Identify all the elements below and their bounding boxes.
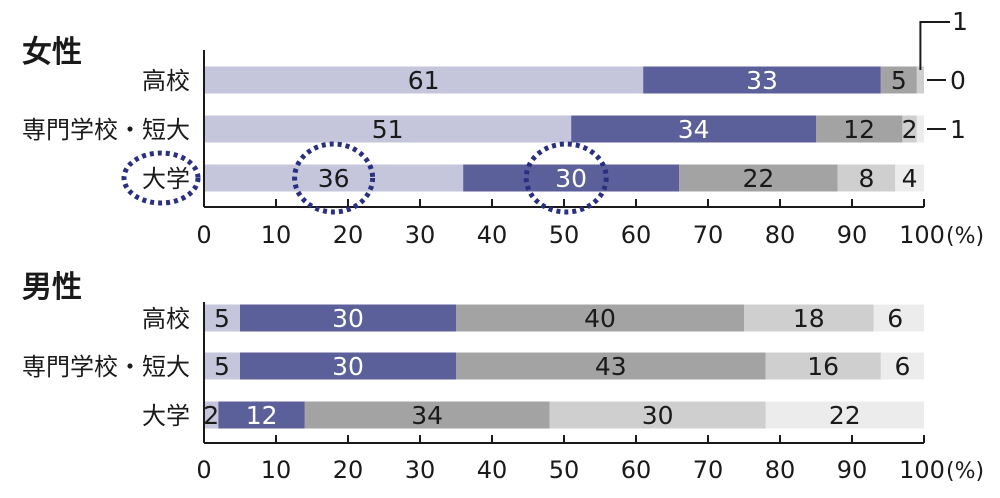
panel-1-x-tick-label: 100 — [899, 221, 945, 249]
panel-2-data-label: 30 — [332, 352, 364, 381]
panel-1-x-tick-label: 60 — [621, 221, 652, 249]
panel-2-x-tick-label: 30 — [405, 456, 436, 484]
panel-1-bar-segment-2-2 — [571, 115, 816, 143]
panel-1-data-label: 4 — [902, 164, 918, 193]
panel-2-data-label: 30 — [332, 304, 364, 333]
panel-1-data-label: 5 — [891, 66, 907, 95]
panel-1-bar-segment-3-2 — [463, 164, 680, 192]
panel-2-bar-segment-2-5 — [880, 352, 924, 380]
panel-2-data-label: 18 — [793, 304, 825, 333]
panel-2-title: 男性 — [22, 270, 82, 305]
highlight-circle-category — [121, 150, 201, 206]
panel-2-bar-segment-3-5 — [765, 401, 924, 429]
panel-2-category-label: 専門学校・短大 — [22, 353, 190, 381]
panel-2-data-label: 6 — [887, 304, 903, 333]
panel-2-data-label: 2 — [203, 401, 219, 430]
panel-1-x-tick-label: 20 — [333, 221, 364, 249]
panel-1-outside-label: 0 — [950, 66, 966, 95]
panel-1-bar-segment-2-1 — [204, 115, 572, 143]
panel-2-bar-segment-3-1 — [204, 401, 219, 429]
panel-2-bar-segment-1-1 — [204, 304, 240, 332]
panel-2-bar-segment-1-4 — [744, 304, 874, 332]
panel-1-bar-segment-2-4 — [902, 115, 917, 143]
highlight-circle-value — [292, 141, 376, 215]
panel-2-data-label: 43 — [595, 352, 627, 381]
panel-2-bar-segment-3-2 — [218, 401, 305, 429]
panel-1-bar-segment-3-3 — [679, 164, 838, 192]
panel-1-data-label: 2 — [902, 115, 918, 144]
panel-1-bar-segment-1-1 — [204, 66, 644, 94]
panel-1-x-tick-label: 90 — [837, 221, 868, 249]
panel-1-data-label: 30 — [555, 164, 587, 193]
panel-1-x-unit: (%) — [946, 224, 984, 249]
panel-2-data-label: 22 — [829, 401, 861, 430]
panel-2-x-tick-label: 40 — [477, 456, 508, 484]
panel-1-data-label: 61 — [408, 66, 440, 95]
panel-2-data-label: 5 — [214, 352, 230, 381]
panel-2-x-unit: (%) — [946, 459, 984, 484]
panel-1-x-tick-label: 40 — [477, 221, 508, 249]
panel-2-bar-segment-3-3 — [304, 401, 550, 429]
panel-2-data-label: 5 — [214, 304, 230, 333]
panel-1-category-label: 専門学校・短大 — [22, 116, 190, 144]
panel-1-bar-segment-1-3 — [880, 66, 917, 94]
panel-2-x-tick-label: 50 — [549, 456, 580, 484]
panel-2-category-label: 高校 — [142, 305, 190, 333]
panel-1-x-tick-label: 70 — [693, 221, 724, 249]
panel-2-x-tick-label: 70 — [693, 456, 724, 484]
panel-2-bar-segment-1-3 — [456, 304, 744, 332]
panel-2-x-tick-label: 60 — [621, 456, 652, 484]
panel-1-data-label: 34 — [678, 115, 710, 144]
panel-1-x-tick-label: 10 — [261, 221, 292, 249]
panel-1-category-label: 大学 — [142, 165, 190, 193]
panel-2-x-tick-label: 100 — [899, 456, 945, 484]
panel-1-category-label: 高校 — [142, 67, 190, 95]
panel-1-bar-segment-3-5 — [895, 164, 924, 192]
panel-1-bar-segment-1-4 — [916, 66, 924, 94]
panel-1-x-tick-label: 50 — [549, 221, 580, 249]
panel-2-bar-segment-1-5 — [873, 304, 917, 332]
panel-2-data-label: 6 — [894, 352, 910, 381]
panel-2-bar-segment-1-2 — [240, 304, 456, 332]
panel-1-data-label: 12 — [843, 115, 875, 144]
panel-1-data-label: 8 — [858, 164, 874, 193]
panel-2-data-label: 16 — [807, 352, 839, 381]
panel-1-bar-segment-2-3 — [816, 115, 903, 143]
panel-2-data-label: 40 — [584, 304, 616, 333]
panel-1-data-label: 22 — [742, 164, 774, 193]
panel-1-x-tick-label: 30 — [405, 221, 436, 249]
panel-1-x-tick-label: 80 — [765, 221, 796, 249]
panel-2-x-tick-label: 90 — [837, 456, 868, 484]
panel-1-bar-segment-2-5 — [916, 115, 924, 143]
panel-2-bar-segment-2-3 — [456, 352, 766, 380]
panel-1-bar-segment-3-4 — [837, 164, 896, 192]
panel-1-data-label: 51 — [372, 115, 404, 144]
panel-2-bar-segment-2-2 — [240, 352, 456, 380]
panel-1-outside-label: 1 — [952, 7, 968, 36]
panel-2-data-label: 34 — [411, 401, 443, 430]
panel-1-bar-segment-3-1 — [204, 164, 464, 192]
panel-1-data-label: 36 — [318, 164, 350, 193]
panel-2-data-label: 12 — [246, 401, 278, 430]
panel-2-x-tick-label: 10 — [261, 456, 292, 484]
panel-1-data-label: 33 — [746, 66, 778, 95]
panel-2-bar-segment-3-4 — [549, 401, 766, 429]
panel-1-leader-line — [919, 21, 950, 70]
panel-2-x-tick-label: 80 — [765, 456, 796, 484]
panel-2-x-tick-label: 20 — [333, 456, 364, 484]
highlight-circle-value — [523, 141, 609, 215]
panel-2-category-label: 大学 — [142, 402, 190, 430]
panel-1-bar-segment-1-2 — [643, 66, 881, 94]
panel-2-x-tick-label: 0 — [196, 456, 211, 484]
panel-2-bar-segment-2-4 — [765, 352, 881, 380]
panel-1-title: 女性 — [22, 35, 82, 70]
panel-1-x-tick-label: 0 — [196, 221, 211, 249]
panel-2-bar-segment-2-1 — [204, 352, 240, 380]
panel-1-outside-label: 1 — [950, 115, 966, 144]
panel-2-data-label: 30 — [642, 401, 674, 430]
